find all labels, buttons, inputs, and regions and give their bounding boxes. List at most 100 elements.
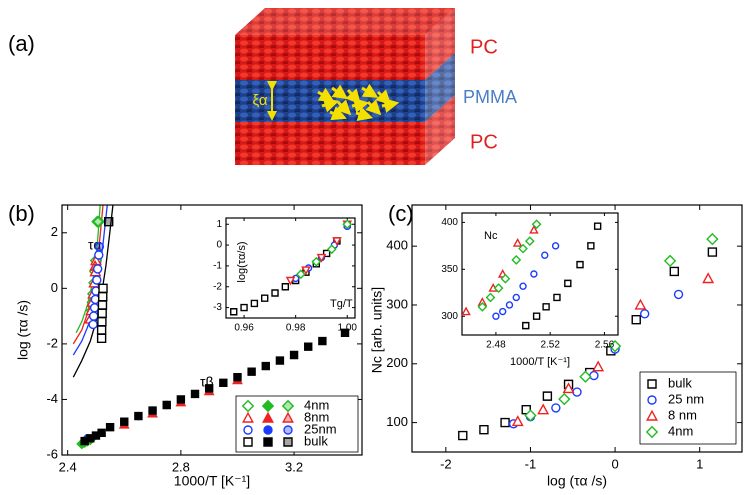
data-point [587, 242, 595, 250]
legend-label: 4nm [668, 423, 693, 438]
y-tick-label: 400 [386, 238, 408, 253]
data-point [500, 273, 511, 284]
inset-chart: 2.48 2.52 2.56 300 350 400 1000/T [K⁻¹] Nc [441, 212, 619, 368]
data-point [579, 370, 592, 383]
data-point [589, 370, 599, 381]
plot-frame [411, 204, 743, 453]
data-point [542, 391, 553, 401]
panel-label: (a) [8, 31, 35, 56]
x-tick-label: 2.48 [486, 340, 506, 351]
data-point [631, 314, 641, 325]
data-point [492, 312, 500, 320]
data-point [271, 289, 279, 297]
data-point [289, 350, 299, 360]
data-point [530, 270, 538, 278]
layer-label: PMMA [463, 87, 517, 107]
pc-layer [235, 35, 425, 80]
data-point [564, 279, 572, 288]
data-point [553, 293, 561, 302]
legend-marker [645, 425, 659, 439]
y-tick-label: -2 [46, 335, 58, 350]
data-point [230, 308, 238, 316]
data-point [562, 382, 575, 394]
chart: 2.4 2.8 3.2 -6 -4 -2 0 2 (b) 1000/T [K⁻¹] log (τα … [8, 201, 363, 489]
y-axis-label: log(τα/s) [236, 241, 248, 282]
data-point [134, 411, 143, 421]
x-tick-label: 1.00 [338, 323, 358, 334]
data-point [96, 325, 107, 335]
data-point [326, 244, 337, 255]
legend-marker [262, 411, 274, 423]
legend-marker [263, 437, 273, 447]
y-tick-label: -2 [213, 281, 222, 292]
data-point [240, 303, 248, 312]
data-point [511, 415, 524, 427]
legend-box [235, 395, 359, 453]
x-tick-label: 2.52 [540, 340, 560, 351]
y-tick-label: 300 [386, 296, 408, 311]
y-tick-label: -1 [213, 261, 222, 272]
data-point [537, 403, 550, 415]
data-point [98, 283, 108, 294]
data-point [332, 237, 342, 246]
y-tick-label: -4 [46, 391, 58, 406]
legend-marker [283, 425, 293, 435]
x-tick-label: 0.96 [234, 323, 254, 334]
layer-diagram: ξα [235, 8, 455, 165]
legend-marker [243, 437, 253, 447]
data-point [531, 219, 542, 230]
data-point [551, 242, 560, 250]
data-point [247, 367, 256, 376]
data-point [512, 293, 520, 302]
data-point [541, 251, 549, 259]
legend-marker [263, 425, 273, 435]
layer-label: PC [470, 131, 498, 153]
legend-marker [283, 437, 293, 447]
data-point [593, 222, 602, 230]
data-point [120, 417, 129, 426]
annotation: Tg/T [330, 298, 353, 310]
data-point [639, 309, 650, 319]
data-point [479, 424, 489, 435]
panel-label: (c) [388, 201, 414, 226]
data-point [318, 336, 327, 346]
legend-marker [646, 409, 658, 421]
side-face [425, 95, 455, 165]
inset-chart: 0.96 0.98 1.00 -3 -2 -1 0 1 log(τα/s) Tg/T [213, 217, 358, 334]
data-point [511, 255, 522, 265]
data-point [92, 264, 103, 274]
data-point [524, 236, 535, 247]
data-point [669, 266, 680, 277]
y-tick-label: 2 [51, 224, 58, 239]
data-point [97, 428, 106, 437]
data-point [461, 306, 471, 316]
legend-marker [241, 399, 255, 413]
data-point [190, 389, 200, 399]
data-point [673, 289, 684, 300]
data-point [89, 303, 100, 313]
data-point [92, 275, 102, 285]
data-point [97, 316, 107, 327]
x-tick-label: 3.2 [285, 459, 303, 474]
data-point [485, 292, 496, 303]
y-tick-label: 0 [51, 280, 58, 295]
data-point [493, 283, 504, 293]
data-point [92, 215, 105, 228]
data-point [94, 250, 104, 260]
data-point [301, 266, 311, 276]
legend-label: bulk [304, 433, 328, 448]
data-point [250, 299, 259, 308]
data-point [285, 276, 296, 286]
data-point [88, 319, 98, 330]
y-tick-label: 100 [386, 414, 408, 429]
legend-label: 8 nm [668, 407, 697, 422]
legend-label: 25 nm [668, 391, 704, 406]
x-tick-label: 1 [696, 456, 703, 471]
data-point [261, 361, 270, 371]
data-point [663, 254, 677, 268]
data-point [634, 298, 647, 310]
data-point [103, 216, 114, 227]
data-point [304, 342, 313, 351]
data-point [148, 406, 157, 415]
